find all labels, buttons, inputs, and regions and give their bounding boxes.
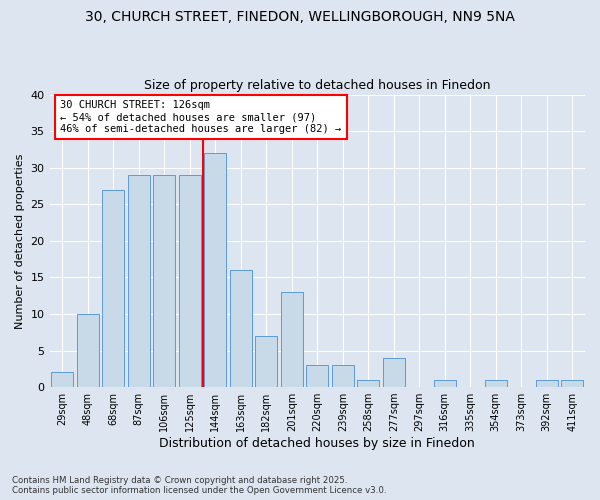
Bar [77,314,98,387]
Bar [205,153,226,387]
Bar [383,358,404,387]
Bar [128,175,149,387]
Title: Size of property relative to detached houses in Finedon: Size of property relative to detached ho… [144,79,491,92]
Text: 30 CHURCH STREET: 126sqm
← 54% of detached houses are smaller (97)
46% of semi-d: 30 CHURCH STREET: 126sqm ← 54% of detach… [60,100,341,134]
Bar [562,380,583,387]
Bar [332,365,353,387]
Bar [52,372,73,387]
Bar [536,380,557,387]
X-axis label: Distribution of detached houses by size in Finedon: Distribution of detached houses by size … [160,437,475,450]
Bar [281,292,302,387]
Bar [256,336,277,387]
Bar [307,365,328,387]
Text: Contains HM Land Registry data © Crown copyright and database right 2025.
Contai: Contains HM Land Registry data © Crown c… [12,476,386,495]
Bar [103,190,124,387]
Bar [485,380,506,387]
Bar [179,175,200,387]
Y-axis label: Number of detached properties: Number of detached properties [15,153,25,328]
Bar [154,175,175,387]
Bar [230,270,251,387]
Bar [358,380,379,387]
Text: 30, CHURCH STREET, FINEDON, WELLINGBOROUGH, NN9 5NA: 30, CHURCH STREET, FINEDON, WELLINGBOROU… [85,10,515,24]
Bar [434,380,455,387]
